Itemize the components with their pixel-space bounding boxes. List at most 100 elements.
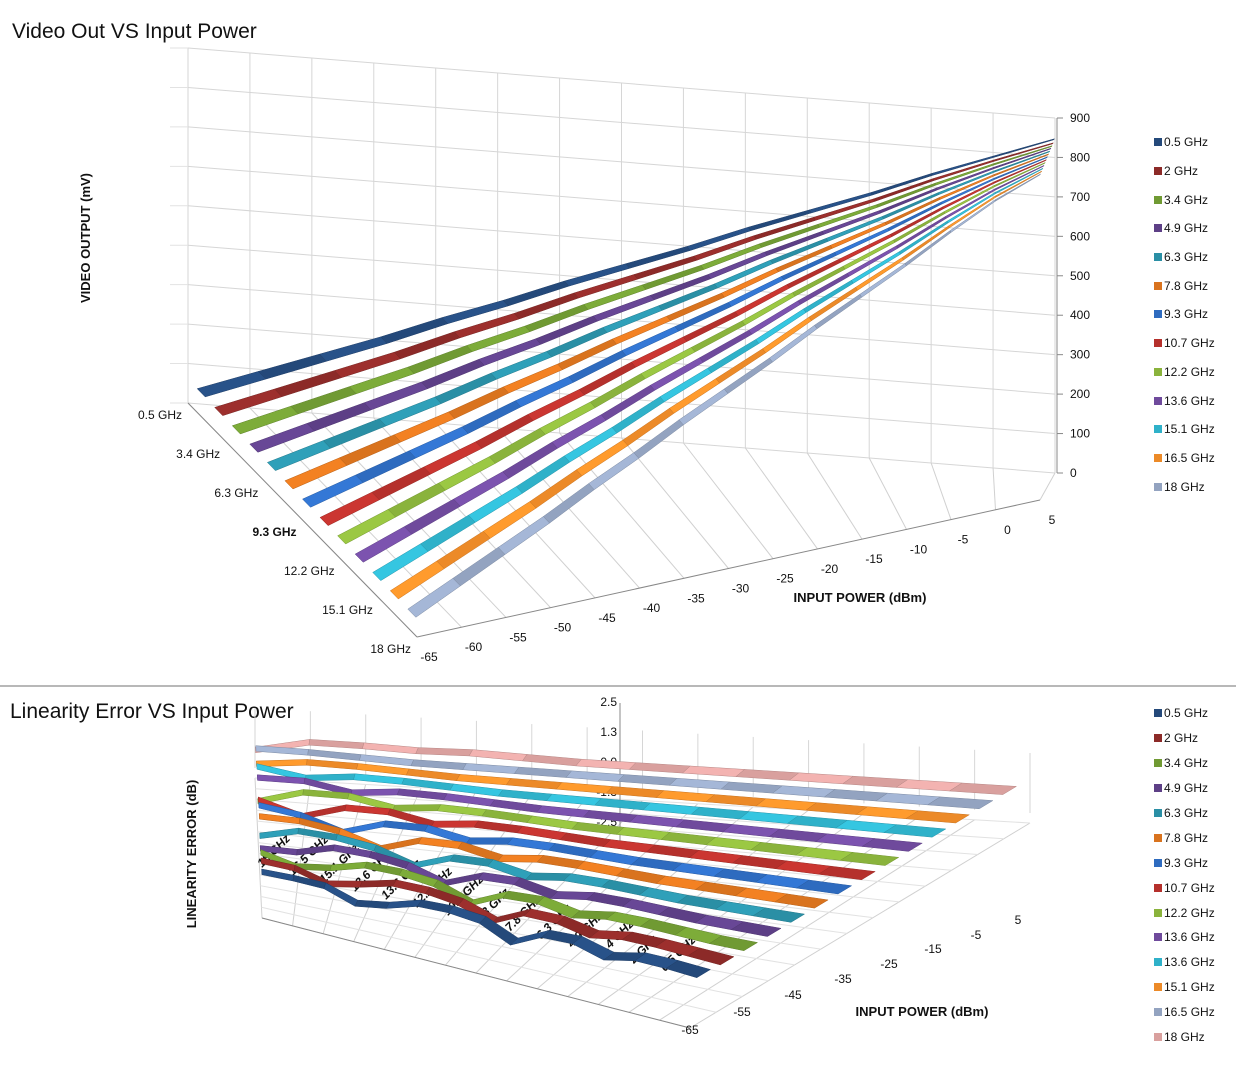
- depth-tick-label: 18 GHz: [370, 642, 411, 656]
- ribbon-segment: [359, 879, 397, 888]
- grid-line: [868, 457, 907, 530]
- y-tick-label: 800: [1070, 150, 1090, 164]
- grid: [170, 47, 1056, 638]
- legend-item: 10.7 GHz: [1154, 875, 1215, 900]
- x-tick-label: -60: [465, 640, 483, 654]
- ribbon-segment: [214, 388, 283, 416]
- legend-label: 0.5 GHz: [1164, 706, 1209, 721]
- legend-label: 4.9 GHz: [1164, 781, 1209, 796]
- legend-swatch: [1154, 784, 1162, 793]
- legend-swatch: [1154, 253, 1162, 262]
- ribbon-segment: [994, 167, 1044, 195]
- legend-swatch: [1154, 709, 1162, 718]
- ribbon-segment: [415, 747, 474, 757]
- legend-item: 12.2 GHz: [1154, 900, 1215, 925]
- ribbon-segment: [659, 367, 712, 403]
- x-tick-label: -35: [834, 972, 852, 986]
- ribbon-segment: [410, 759, 467, 770]
- legend-item: 7.8 GHz: [1154, 825, 1215, 850]
- series-ribbon: [255, 739, 1018, 795]
- legend-label: 13.6 GHz: [1164, 955, 1215, 970]
- legend-item: 3.4 GHz: [1154, 185, 1215, 214]
- grid-line: [992, 467, 996, 510]
- ribbon-segment: [668, 778, 731, 790]
- legend-item: 16.5 GHz: [1154, 1000, 1215, 1025]
- y-tick-label: 600: [1070, 229, 1090, 243]
- series-ribbon: [259, 844, 782, 937]
- ribbon-segment: [649, 274, 712, 301]
- grid-line: [259, 863, 821, 950]
- legend-swatch: [1154, 396, 1162, 405]
- depth-axis-line: [187, 402, 418, 638]
- ribbon-segment: [795, 879, 853, 895]
- series-ribbon: [249, 147, 1052, 453]
- ribbon-segment: [774, 893, 829, 909]
- ribbon-segment: [905, 810, 971, 824]
- x-tick-label: -25: [880, 957, 898, 971]
- legend-item: 4.9 GHz: [1154, 214, 1215, 243]
- legend-item: 9.3 GHz: [1154, 850, 1215, 875]
- ribbon-segment: [735, 769, 800, 781]
- legend-label: 18 GHz: [1164, 479, 1205, 494]
- series-group: [196, 138, 1055, 618]
- ribbon-segment: [994, 170, 1043, 198]
- ribbon-segment: [396, 788, 448, 801]
- grid-line: [744, 447, 818, 550]
- legend: 0.5 GHz 2 GHz 3.4 GHz 4.9 GHz 6.3 GHz 7.8 GHz…: [1154, 701, 1215, 1049]
- chart-title: Linearity Error VS Input Power: [10, 700, 294, 723]
- ribbon-segment: [666, 292, 725, 322]
- y-axis-title: VIDEO OUTPUT (mV): [78, 173, 93, 303]
- ribbon-segment: [993, 153, 1050, 177]
- legend-swatch: [1154, 858, 1162, 867]
- legend-swatch: [1154, 734, 1162, 743]
- legend-item: 13.6 GHz: [1154, 950, 1215, 975]
- x-axis-title: INPUT POWER (dBm): [794, 590, 927, 605]
- linearity-error-chart-panel: Linearity Error VS Input Power 2.51.30.0…: [0, 688, 1236, 1072]
- ribbon-segment: [449, 783, 504, 797]
- legend-swatch: [1154, 195, 1162, 204]
- legend-swatch: [1154, 958, 1162, 967]
- legend-label: 12.2 GHz: [1164, 364, 1215, 379]
- legend-swatch: [1154, 883, 1162, 892]
- ribbon-segment: [513, 766, 573, 778]
- y-tick-label: 2.5: [600, 695, 617, 709]
- x-tick-label: -40: [643, 601, 661, 615]
- ribbon-segment: [356, 763, 410, 776]
- series-ribbon: [257, 789, 900, 866]
- x-tick-label: 5: [1049, 513, 1056, 527]
- legend-swatch: [1154, 482, 1162, 491]
- grid-line: [187, 47, 1056, 119]
- legend-swatch: [1154, 1008, 1162, 1017]
- grid-line: [311, 412, 507, 618]
- ribbon-segment: [536, 805, 591, 818]
- ribbon-segment: [575, 758, 637, 770]
- y-axis-title: LINEARITY ERROR (dB): [184, 780, 199, 929]
- axes: 9008007006005004003002001000-65-60-55-50…: [78, 111, 1090, 664]
- legend-swatch: [1154, 310, 1162, 319]
- legend-label: 10.7 GHz: [1164, 336, 1215, 351]
- x-tick-label: -20: [821, 562, 839, 576]
- ribbon-segment: [655, 790, 716, 803]
- ribbon-segment: [455, 774, 512, 786]
- depth-tick-label: 6.3 GHz: [214, 486, 258, 500]
- ribbon-segment: [516, 825, 568, 841]
- legend-label: 7.8 GHz: [1164, 278, 1209, 293]
- ribbon-segment: [686, 947, 735, 966]
- ribbon-segment: [771, 785, 836, 798]
- legend-label: 10.7 GHz: [1164, 880, 1215, 895]
- legend-label: 9.3 GHz: [1164, 307, 1209, 322]
- ribbon-segment: [600, 384, 656, 421]
- ribbon-segment: [658, 283, 719, 311]
- series-ribbon: [256, 774, 924, 852]
- series-ribbon: [389, 170, 1043, 600]
- ribbon-segment: [196, 371, 267, 398]
- y-tick-label: 500: [1070, 269, 1090, 283]
- y-tick-label: 0: [1070, 466, 1077, 480]
- ribbon-segment: [633, 419, 684, 459]
- ribbon-segment: [562, 873, 611, 888]
- ribbon-segment: [861, 838, 924, 852]
- ribbon-segment: [589, 373, 646, 408]
- ribbon-segment: [839, 852, 900, 866]
- ribbon-segment: [665, 960, 712, 978]
- series-ribbon: [257, 796, 876, 881]
